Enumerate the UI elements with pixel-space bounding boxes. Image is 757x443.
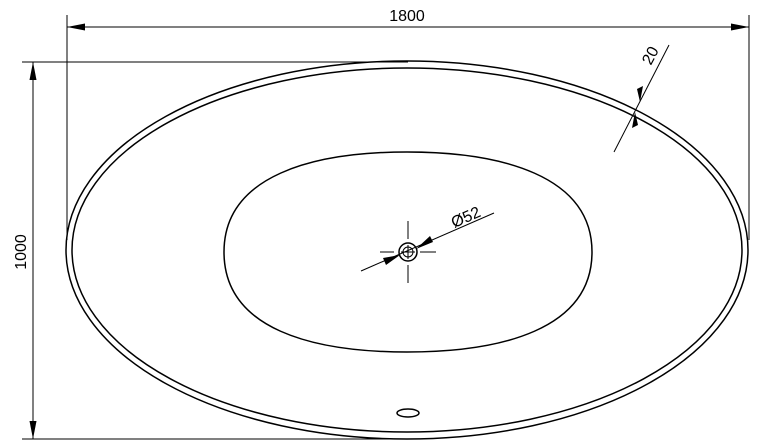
rim-thickness-dimension: 20 [613, 44, 670, 153]
length-label: 1800 [389, 8, 425, 25]
width-arrow-top [29, 62, 37, 80]
drain [380, 221, 436, 283]
tub-basin [223, 151, 593, 353]
rim-dimension-line [613, 44, 670, 153]
rim-arrow-outer [637, 86, 643, 102]
drain-outer-circle [398, 242, 418, 262]
overflow-slot [396, 408, 420, 418]
length-arrow-left [67, 23, 85, 31]
drain-arrow-left [383, 255, 400, 265]
tub-inner-rim [71, 67, 743, 433]
width-dimension: 1000 [13, 61, 408, 440]
rim-arrow-inner [632, 112, 638, 128]
length-dimension: 1800 [66, 8, 750, 240]
drain-arrow-right [416, 236, 433, 249]
width-label: 1000 [13, 234, 30, 270]
drain-diameter-label: Ø52 [449, 204, 484, 232]
drain-diameter-dimension: Ø52 [360, 204, 495, 272]
length-arrow-right [731, 23, 749, 31]
rim-thickness-label: 20 [639, 44, 662, 68]
width-arrow-bottom [29, 421, 37, 439]
tub-outer-rim [65, 60, 749, 440]
